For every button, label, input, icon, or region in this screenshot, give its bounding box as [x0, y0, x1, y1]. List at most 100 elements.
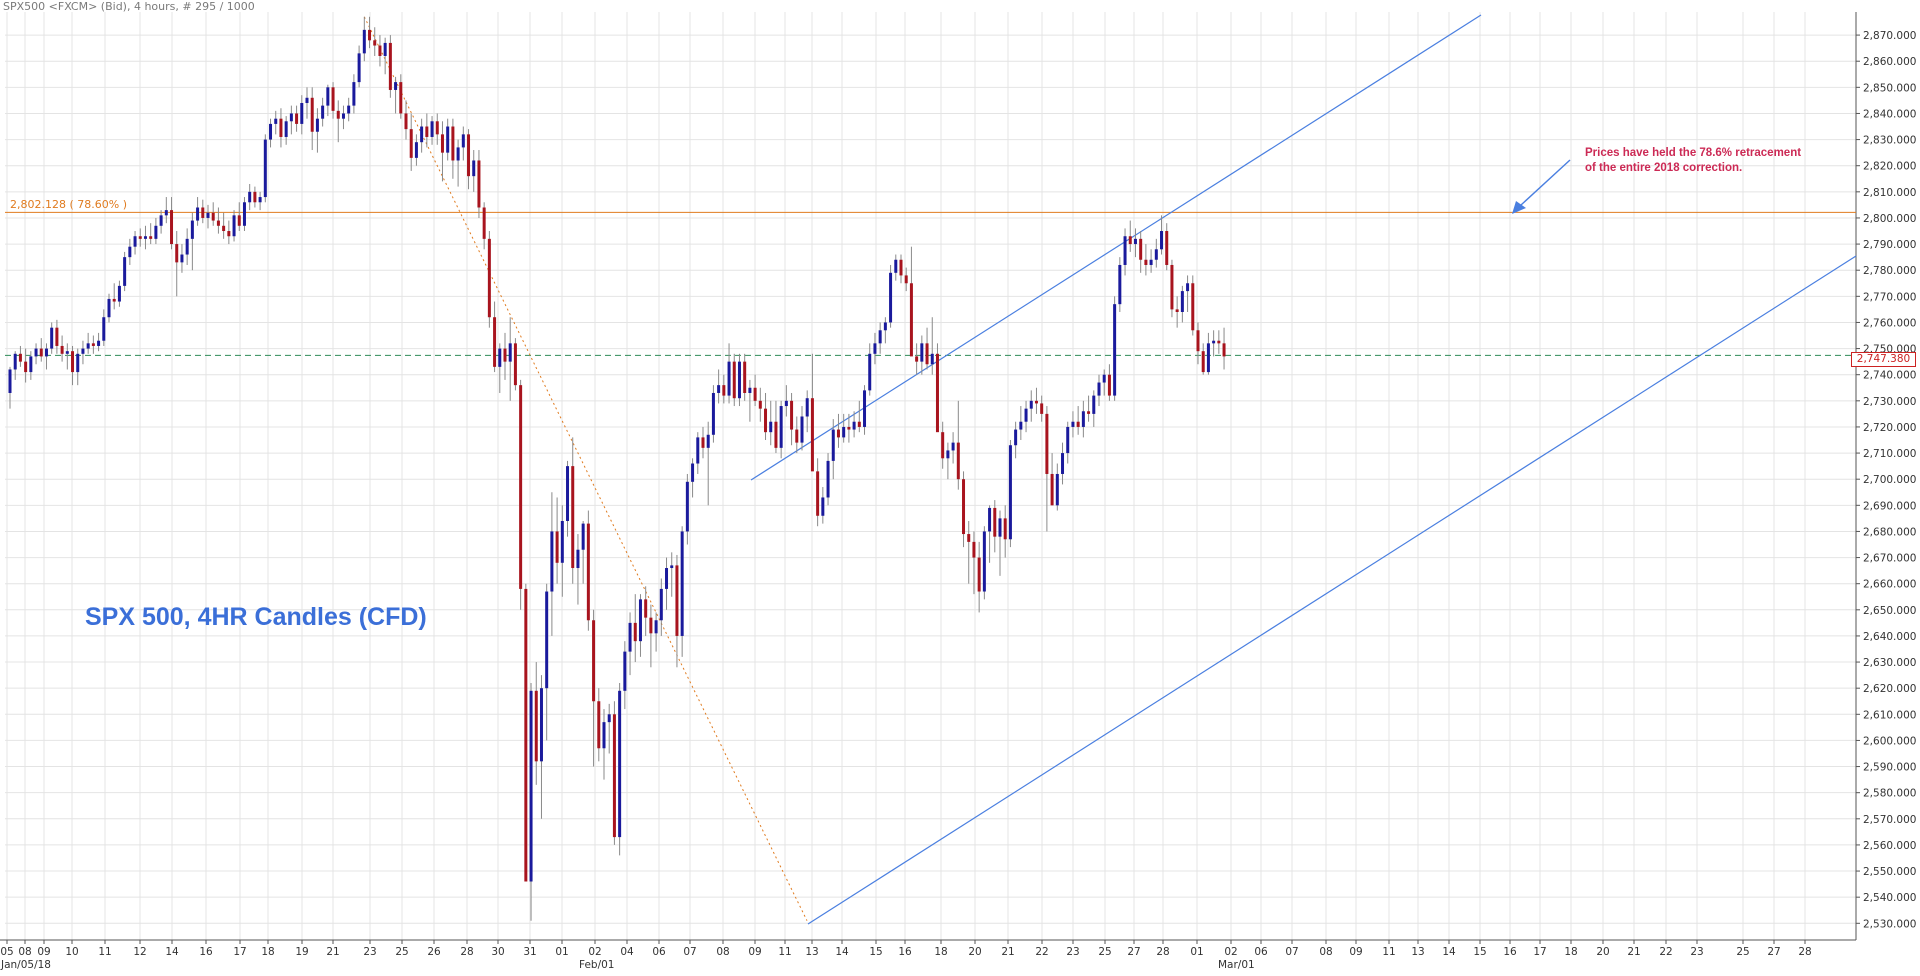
candle-body: [86, 343, 90, 349]
candle-body: [982, 531, 986, 592]
candle-body: [941, 432, 945, 459]
candle-body: [581, 523, 585, 550]
x-tick-label: 06: [1254, 946, 1268, 958]
y-tick-label: 2,640.000: [1863, 631, 1916, 643]
x-tick-label: 09: [1349, 946, 1362, 958]
candle-body: [232, 215, 236, 237]
candle-body: [1034, 400, 1038, 404]
chart-header: SPX500 <FXCM> (Bid), 4 hours, # 295 / 10…: [3, 0, 255, 13]
candle-body: [284, 121, 288, 137]
candle-body: [909, 283, 913, 357]
candle-body: [159, 215, 163, 226]
candle-body: [373, 40, 377, 46]
candle-body: [13, 353, 17, 370]
candle-body: [91, 343, 95, 346]
candle-body: [336, 110, 340, 119]
candle-body: [633, 622, 637, 642]
candle-body: [467, 134, 471, 177]
candle-body: [326, 87, 330, 106]
candle-body: [1076, 421, 1080, 427]
candle-body: [279, 118, 283, 137]
candle-body: [1206, 343, 1210, 373]
candle-body: [1186, 283, 1190, 292]
x-tick-label: 25: [1098, 946, 1111, 958]
x-tick-label: 20: [1596, 946, 1609, 958]
x-tick-label: 11: [98, 946, 111, 958]
x-tick-label: 17: [1533, 946, 1546, 958]
candle-body: [675, 565, 679, 636]
candle-body: [321, 105, 325, 119]
x-tick-label: 23: [1690, 946, 1703, 958]
candle-body: [878, 330, 882, 344]
candle-body: [289, 113, 293, 122]
candle-body: [461, 134, 465, 148]
y-tick-label: 2,660.000: [1863, 579, 1916, 591]
candle-body: [826, 460, 830, 498]
candle-body: [420, 126, 424, 143]
candle-body: [300, 103, 304, 124]
candle-body: [216, 220, 220, 226]
candle-body: [727, 361, 731, 396]
candle-body: [242, 202, 246, 226]
candle-body: [665, 568, 669, 589]
candle-body: [1154, 249, 1158, 260]
candle-body: [717, 385, 721, 393]
candle-body: [482, 207, 486, 239]
candle-body: [821, 497, 825, 516]
x-tick-label: 18: [934, 946, 947, 958]
x-tick-label: 30: [491, 946, 504, 958]
candle-body: [378, 45, 382, 56]
candle-body: [628, 622, 632, 652]
candle-body: [930, 353, 934, 365]
x-tick-label: 14: [835, 946, 849, 958]
candle-body: [117, 285, 121, 302]
candle-body: [362, 29, 366, 54]
candle-body: [164, 210, 168, 216]
candle-body: [310, 97, 314, 132]
y-tick-label: 2,690.000: [1863, 500, 1916, 512]
candle-body: [258, 197, 262, 203]
candle-body: [873, 343, 877, 354]
candle-body: [435, 121, 439, 135]
annotation-line-2: of the entire 2018 correction.: [1585, 162, 1743, 174]
y-tick-label: 2,790.000: [1863, 239, 1916, 251]
candle-body: [399, 82, 403, 114]
x-tick-label: 23: [363, 946, 376, 958]
x-tick-label: 18: [261, 946, 274, 958]
candle-body: [24, 361, 28, 373]
candle-body: [649, 617, 653, 634]
candle-body: [977, 557, 981, 592]
candle-body: [1123, 236, 1127, 265]
candle-body: [185, 238, 189, 255]
candle-body: [1118, 264, 1122, 305]
candle-body: [493, 317, 497, 367]
y-tick-label: 2,610.000: [1863, 709, 1916, 721]
candle-body: [711, 392, 715, 435]
y-tick-label: 2,550.000: [1863, 866, 1916, 878]
candle-body: [383, 42, 387, 56]
candle-body: [774, 421, 778, 448]
candle-body: [112, 298, 116, 302]
candle-body: [962, 479, 966, 535]
candle-body: [915, 356, 919, 362]
x-tick-label: 23: [1066, 946, 1079, 958]
x-tick-label: 28: [1798, 946, 1811, 958]
y-axis: 2,530.000 2,540.000 2,550.000 2,560.000 2,57…: [1856, 30, 1916, 930]
y-tick-label: 2,670.000: [1863, 553, 1916, 565]
candle-body: [691, 463, 695, 482]
candle-body: [680, 531, 684, 636]
candle-body: [883, 322, 887, 331]
candle-body: [545, 591, 549, 689]
y-tick-label: 2,770.000: [1863, 291, 1916, 303]
x-tick-label: 10: [65, 946, 78, 958]
x-tick-label: 02: [588, 946, 601, 958]
candle-body: [409, 129, 413, 158]
x-tick-label: 09: [748, 946, 761, 958]
grid-lines: [5, 12, 1856, 940]
channel-upper-line: [750, 14, 1482, 481]
x-tick-label: 14: [165, 946, 179, 958]
y-tick-label: 2,580.000: [1863, 788, 1916, 800]
x-tick-label: 21: [1627, 946, 1640, 958]
candle-body: [414, 142, 418, 158]
candle-body: [1113, 304, 1117, 396]
